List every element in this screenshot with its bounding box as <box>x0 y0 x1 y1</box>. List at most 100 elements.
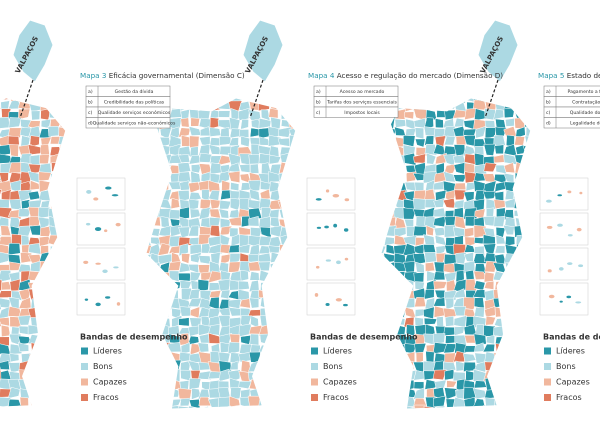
municipality <box>239 324 252 337</box>
municipality <box>525 190 537 202</box>
municipality <box>0 145 10 156</box>
legend-swatch <box>81 348 88 355</box>
municipality <box>219 406 231 417</box>
municipality <box>279 173 292 181</box>
municipality <box>289 235 301 245</box>
island <box>325 303 329 306</box>
municipality <box>513 408 526 417</box>
municipality <box>503 297 514 309</box>
municipality <box>414 343 426 353</box>
item-text: Acesso ao mercado <box>340 89 385 95</box>
municipality <box>505 361 515 373</box>
municipality <box>396 309 405 318</box>
municipality <box>280 289 291 298</box>
municipality <box>271 252 281 263</box>
municipality <box>48 398 61 409</box>
municipality <box>140 281 151 291</box>
municipality <box>50 326 59 335</box>
municipality <box>524 227 537 236</box>
island <box>546 200 552 203</box>
municipality <box>59 108 72 118</box>
municipality <box>60 117 71 129</box>
municipality <box>159 299 172 310</box>
municipality <box>525 300 537 309</box>
municipality <box>289 353 300 364</box>
municipality <box>526 326 537 334</box>
municipality <box>250 244 260 255</box>
municipality <box>494 92 505 103</box>
municipality <box>59 236 70 245</box>
item-letter: b) <box>88 100 93 106</box>
municipality <box>150 398 160 407</box>
municipality <box>384 182 395 190</box>
municipality <box>289 180 300 191</box>
municipality <box>464 120 475 130</box>
municipality <box>271 117 281 129</box>
municipality <box>260 297 271 310</box>
municipality <box>503 317 516 328</box>
municipality <box>270 93 279 100</box>
island <box>95 227 101 231</box>
municipality <box>373 397 385 407</box>
municipality <box>454 118 464 127</box>
municipality <box>525 199 536 211</box>
municipality <box>425 252 437 262</box>
municipality <box>178 273 191 281</box>
municipality <box>269 318 282 328</box>
municipality <box>268 326 281 336</box>
municipality <box>1 325 10 337</box>
municipality <box>228 163 240 172</box>
municipality <box>376 370 386 382</box>
municipality <box>149 189 162 202</box>
island-box <box>307 283 355 315</box>
island <box>95 263 101 265</box>
municipality <box>51 91 61 102</box>
municipality <box>384 198 394 210</box>
municipality <box>0 92 9 100</box>
municipality <box>503 371 514 380</box>
island <box>579 192 582 195</box>
municipality <box>513 342 526 353</box>
item-letter: a) <box>88 89 93 95</box>
municipality <box>515 325 526 335</box>
municipality <box>159 280 172 291</box>
municipality <box>150 136 158 146</box>
island <box>86 190 91 194</box>
municipality <box>138 217 150 228</box>
municipality <box>279 280 291 292</box>
municipality <box>290 391 301 397</box>
municipality <box>179 318 190 326</box>
municipality <box>259 387 272 399</box>
municipality <box>0 298 10 308</box>
municipality <box>504 91 515 103</box>
municipality <box>404 298 414 308</box>
municipality <box>280 379 291 389</box>
municipality <box>149 270 162 283</box>
island <box>336 298 342 301</box>
municipality <box>230 182 238 190</box>
municipality <box>59 405 69 417</box>
municipality <box>239 281 250 290</box>
municipality <box>59 307 70 317</box>
municipality <box>374 118 386 128</box>
municipality <box>383 372 397 380</box>
municipality <box>200 92 210 102</box>
municipality <box>513 261 526 271</box>
island-box <box>77 283 125 315</box>
municipality <box>139 343 152 354</box>
municipality <box>516 270 526 282</box>
municipality <box>454 200 464 209</box>
municipality <box>413 226 426 236</box>
municipality <box>31 317 41 326</box>
municipality <box>169 369 179 382</box>
municipality <box>280 263 291 274</box>
municipality <box>278 138 290 146</box>
municipality <box>406 119 415 130</box>
municipality <box>281 298 289 306</box>
municipality <box>29 243 41 254</box>
island <box>568 234 573 236</box>
island-box <box>540 248 588 280</box>
item-letter: a) <box>316 89 321 95</box>
municipality <box>445 316 454 326</box>
island <box>316 266 319 269</box>
